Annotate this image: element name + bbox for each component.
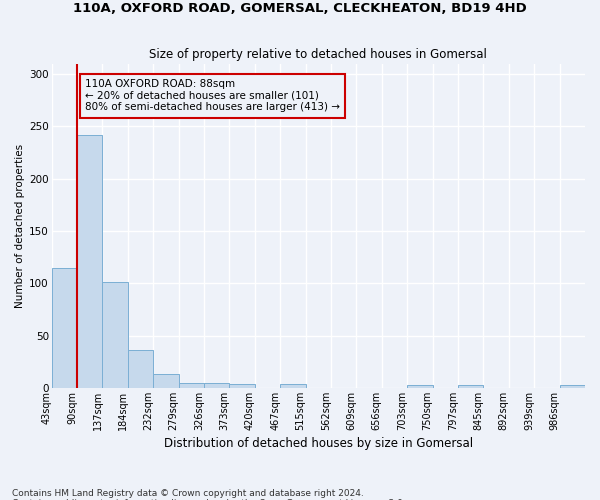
Text: 110A, OXFORD ROAD, GOMERSAL, CLECKHEATON, BD19 4HD: 110A, OXFORD ROAD, GOMERSAL, CLECKHEATON…: [73, 2, 527, 16]
Bar: [77, 134, 103, 388]
Bar: [153, 374, 179, 388]
Text: 110A OXFORD ROAD: 88sqm
← 20% of detached houses are smaller (101)
80% of semi-d: 110A OXFORD ROAD: 88sqm ← 20% of detache…: [85, 79, 340, 112]
Y-axis label: Number of detached properties: Number of detached properties: [15, 144, 25, 308]
Bar: [204, 382, 229, 388]
Text: Contains HM Land Registry data © Crown copyright and database right 2024.: Contains HM Land Registry data © Crown c…: [12, 488, 364, 498]
Bar: [128, 350, 153, 388]
Title: Size of property relative to detached houses in Gomersal: Size of property relative to detached ho…: [149, 48, 487, 61]
Text: Contains public sector information licensed under the Open Government Licence v3: Contains public sector information licen…: [12, 498, 406, 500]
Bar: [458, 385, 484, 388]
Bar: [560, 385, 585, 388]
Bar: [229, 384, 255, 388]
Bar: [103, 282, 128, 388]
Bar: [407, 385, 433, 388]
X-axis label: Distribution of detached houses by size in Gomersal: Distribution of detached houses by size …: [164, 437, 473, 450]
Bar: [52, 268, 77, 388]
Bar: [179, 382, 204, 388]
Bar: [280, 384, 305, 388]
